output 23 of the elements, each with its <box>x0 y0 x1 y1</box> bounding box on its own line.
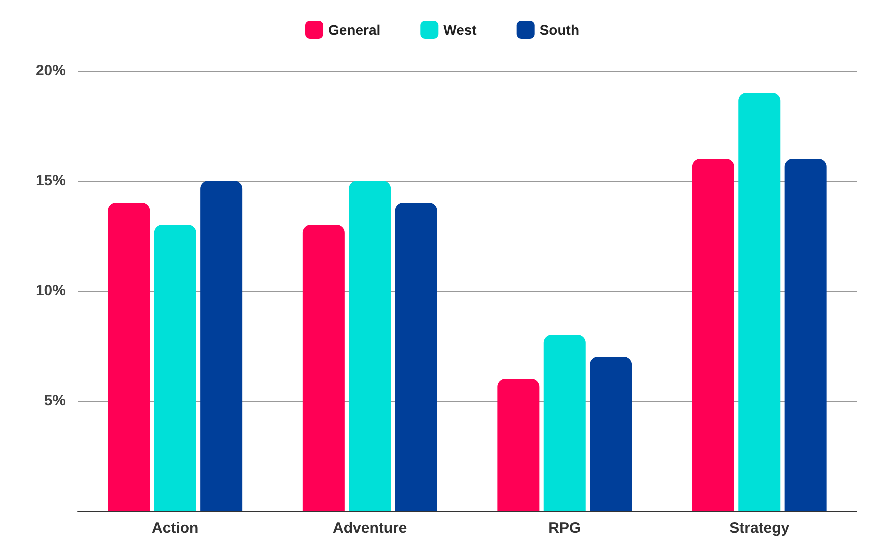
y-tick-label: 15% <box>36 172 66 190</box>
bar <box>154 225 196 511</box>
bar <box>200 181 243 511</box>
bar <box>395 203 438 511</box>
bar <box>784 159 827 511</box>
bar <box>349 181 392 511</box>
bar <box>498 379 540 511</box>
bar <box>692 159 734 511</box>
legend-label: General <box>328 22 381 38</box>
x-tick-label: RPG <box>548 520 582 537</box>
legend-label: South <box>540 22 580 38</box>
bar <box>302 225 345 511</box>
x-tick-label: Action <box>152 520 199 537</box>
bar <box>544 335 586 511</box>
bar <box>108 203 150 511</box>
x-tick-label: Adventure <box>333 520 408 537</box>
y-tick-label: 5% <box>44 392 66 410</box>
bar <box>738 93 781 511</box>
y-tick-label: 20% <box>36 62 66 80</box>
y-tick-label: 10% <box>36 282 66 300</box>
legend-label: West <box>444 22 478 38</box>
x-tick-label: Strategy <box>730 520 790 537</box>
bar <box>590 357 632 511</box>
